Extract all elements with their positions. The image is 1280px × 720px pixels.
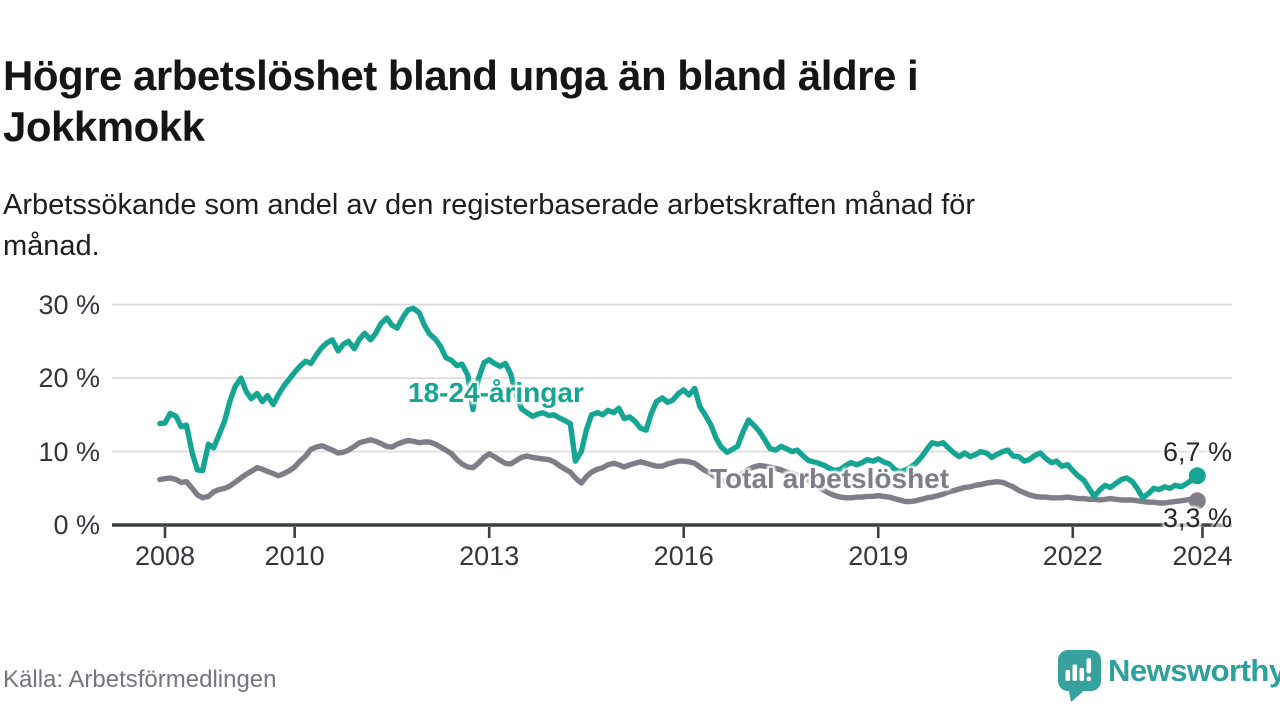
series-line-total bbox=[157, 437, 1201, 506]
y-axis-label: 10 % bbox=[38, 436, 100, 467]
end-value-label-youth: 6,7 % bbox=[1162, 437, 1232, 467]
end-value-label-total: 3,3 % bbox=[1162, 503, 1232, 533]
title-line-2: Jokkmokk bbox=[3, 103, 205, 151]
x-axis-label: 2010 bbox=[264, 541, 325, 571]
title-line-1: Högre arbetslöshet bland unga än bland ä… bbox=[3, 52, 919, 100]
x-axis-label: 2016 bbox=[653, 541, 714, 571]
x-axis-label: 2024 bbox=[1172, 541, 1233, 571]
series-label-youth: 18-24-åringar bbox=[408, 377, 584, 408]
x-axis-label: 2013 bbox=[459, 541, 520, 571]
x-axis-label: 2008 bbox=[134, 541, 196, 571]
series-end-dot-total bbox=[1188, 492, 1206, 510]
chart-subtitle: Arbetssökande som andel av den registerb… bbox=[3, 185, 1203, 267]
y-axis-label: 0 % bbox=[53, 510, 100, 540]
subtitle-line-1: Arbetssökande som andel av den registerb… bbox=[3, 189, 976, 221]
x-axis-label: 2019 bbox=[848, 541, 909, 571]
newsworthy-logo-text: Newsworthy bbox=[1108, 653, 1280, 688]
y-axis-label: 20 % bbox=[38, 363, 100, 394]
source-attribution: Källa: Arbetsförmedlingen bbox=[3, 666, 277, 693]
page-title: Högre arbetslöshet bland unga än bland ä… bbox=[3, 50, 1163, 152]
x-axis-label: 2022 bbox=[1042, 541, 1103, 571]
newsworthy-logo-icon bbox=[1058, 650, 1101, 702]
subtitle-line-2: månad. bbox=[3, 230, 100, 262]
series-label-total: Total arbetslöshet bbox=[710, 463, 950, 494]
y-axis-label: 30 % bbox=[38, 289, 100, 320]
series-line-youth bbox=[157, 305, 1201, 501]
newsworthy-logo: Newsworthy bbox=[1057, 649, 1280, 703]
series-end-dot-youth bbox=[1188, 467, 1206, 485]
